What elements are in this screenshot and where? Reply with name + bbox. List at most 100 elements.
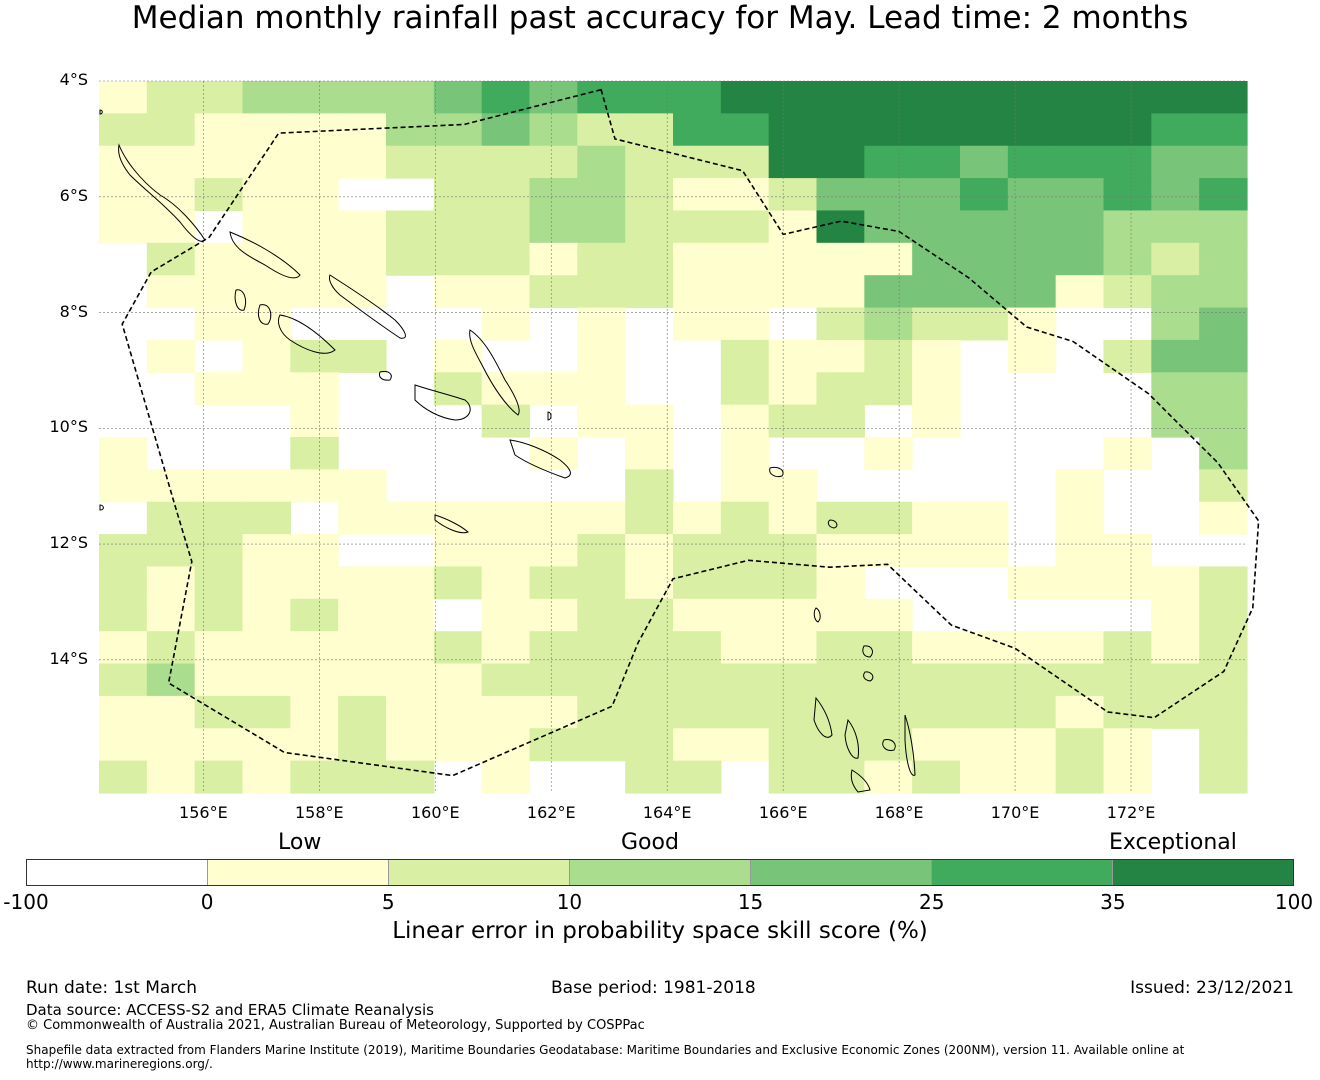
skill-cell bbox=[1007, 275, 1057, 309]
skill-cell bbox=[1199, 339, 1248, 373]
skill-cell bbox=[529, 631, 578, 665]
skill-cell bbox=[433, 145, 483, 179]
skill-cell bbox=[960, 695, 1009, 729]
issued-date: Issued: 23/12/2021 bbox=[1130, 978, 1294, 998]
skill-cell bbox=[864, 275, 913, 309]
skill-cell bbox=[720, 663, 770, 697]
skill-cell bbox=[194, 728, 244, 762]
skill-cell bbox=[1007, 339, 1057, 373]
skill-cell bbox=[768, 113, 818, 147]
skill-cell bbox=[481, 501, 531, 535]
longitude-label: 162°E bbox=[526, 803, 576, 822]
skill-cell bbox=[577, 534, 626, 568]
skill-cell bbox=[242, 81, 291, 114]
skill-cell bbox=[816, 210, 865, 244]
skill-cell bbox=[290, 760, 339, 794]
skill-cell bbox=[816, 534, 865, 568]
shapefile-credit-line1: Shapefile data extracted from Flanders M… bbox=[26, 1043, 1185, 1057]
skill-cell bbox=[625, 598, 674, 632]
skill-cell bbox=[386, 145, 435, 179]
skill-cell bbox=[673, 695, 722, 729]
colorbar-label: Linear error in probability space skill … bbox=[392, 918, 928, 944]
skill-cell bbox=[1199, 501, 1248, 535]
longitude-label: 160°E bbox=[410, 803, 460, 822]
skill-cell bbox=[912, 501, 961, 535]
skill-cell bbox=[960, 501, 1009, 535]
skill-cell bbox=[242, 728, 291, 762]
skill-cell bbox=[720, 437, 770, 470]
skill-cell bbox=[1103, 631, 1152, 665]
skill-cell bbox=[194, 501, 244, 535]
island-outline bbox=[329, 274, 406, 339]
skill-cell bbox=[720, 566, 770, 600]
skill-cell bbox=[146, 663, 196, 697]
eez-boundary bbox=[121, 88, 1260, 777]
skill-cell bbox=[1007, 760, 1057, 794]
skill-cell bbox=[768, 695, 818, 729]
skill-cell bbox=[720, 113, 770, 147]
island-outline bbox=[99, 504, 104, 511]
skill-cell bbox=[529, 566, 578, 600]
skill-cell bbox=[99, 469, 148, 503]
skill-cell bbox=[720, 695, 770, 729]
skill-cell bbox=[99, 534, 148, 568]
skill-cell bbox=[768, 178, 818, 212]
skill-cell bbox=[1103, 534, 1152, 568]
skill-cell bbox=[146, 275, 196, 309]
skill-cell bbox=[912, 631, 961, 665]
skill-cell bbox=[99, 566, 148, 600]
island-outline bbox=[813, 607, 821, 623]
skill-cell bbox=[960, 760, 1009, 794]
latitude-label: 6°S bbox=[59, 185, 88, 205]
skill-cell bbox=[529, 534, 578, 568]
skill-cell bbox=[146, 695, 196, 729]
colorbar-segment bbox=[389, 860, 570, 885]
skill-cell bbox=[1151, 339, 1200, 373]
skill-cell bbox=[146, 339, 196, 373]
colorbar-tick-label: 35 bbox=[1100, 890, 1126, 914]
island-outline bbox=[234, 289, 247, 311]
longitude-label: 164°E bbox=[642, 803, 692, 822]
skill-cell bbox=[194, 113, 244, 147]
skill-cell bbox=[146, 501, 196, 535]
skill-cell bbox=[912, 307, 961, 341]
skill-cell bbox=[338, 210, 387, 244]
skill-cell bbox=[146, 113, 196, 147]
skill-cell bbox=[146, 469, 196, 503]
skill-cell bbox=[912, 242, 961, 276]
skill-cell bbox=[529, 275, 578, 309]
skill-cell bbox=[816, 275, 865, 309]
skill-cell bbox=[768, 728, 818, 762]
skill-cell bbox=[1055, 728, 1105, 762]
skill-cell bbox=[481, 631, 531, 665]
skill-cell bbox=[194, 307, 244, 341]
skill-cell bbox=[194, 566, 244, 600]
skill-cell bbox=[625, 437, 674, 470]
skill-cell bbox=[864, 81, 913, 114]
skill-cell bbox=[625, 242, 674, 276]
skill-cell bbox=[242, 113, 291, 147]
longitude-label: 158°E bbox=[294, 803, 344, 822]
skill-cell bbox=[625, 81, 674, 114]
skill-cell bbox=[338, 631, 387, 665]
skill-cell bbox=[338, 339, 387, 373]
skill-cell bbox=[481, 760, 531, 794]
skill-cell bbox=[864, 145, 913, 179]
skill-cell bbox=[864, 598, 913, 632]
skill-cell bbox=[529, 663, 578, 697]
skill-cell bbox=[625, 210, 674, 244]
skill-cell bbox=[338, 728, 387, 762]
skill-cell bbox=[1103, 113, 1152, 147]
skill-cell bbox=[1007, 242, 1057, 276]
island-outline bbox=[414, 384, 471, 421]
skill-cell bbox=[242, 760, 291, 794]
skill-cell bbox=[673, 501, 722, 535]
skill-cell bbox=[1055, 81, 1105, 114]
skill-cell bbox=[194, 631, 244, 665]
skill-cell bbox=[1007, 113, 1057, 147]
skill-cell bbox=[481, 598, 531, 632]
skill-cell bbox=[673, 631, 722, 665]
skill-cell bbox=[1199, 210, 1248, 244]
island-outline bbox=[813, 696, 833, 738]
skill-cell bbox=[242, 178, 291, 212]
